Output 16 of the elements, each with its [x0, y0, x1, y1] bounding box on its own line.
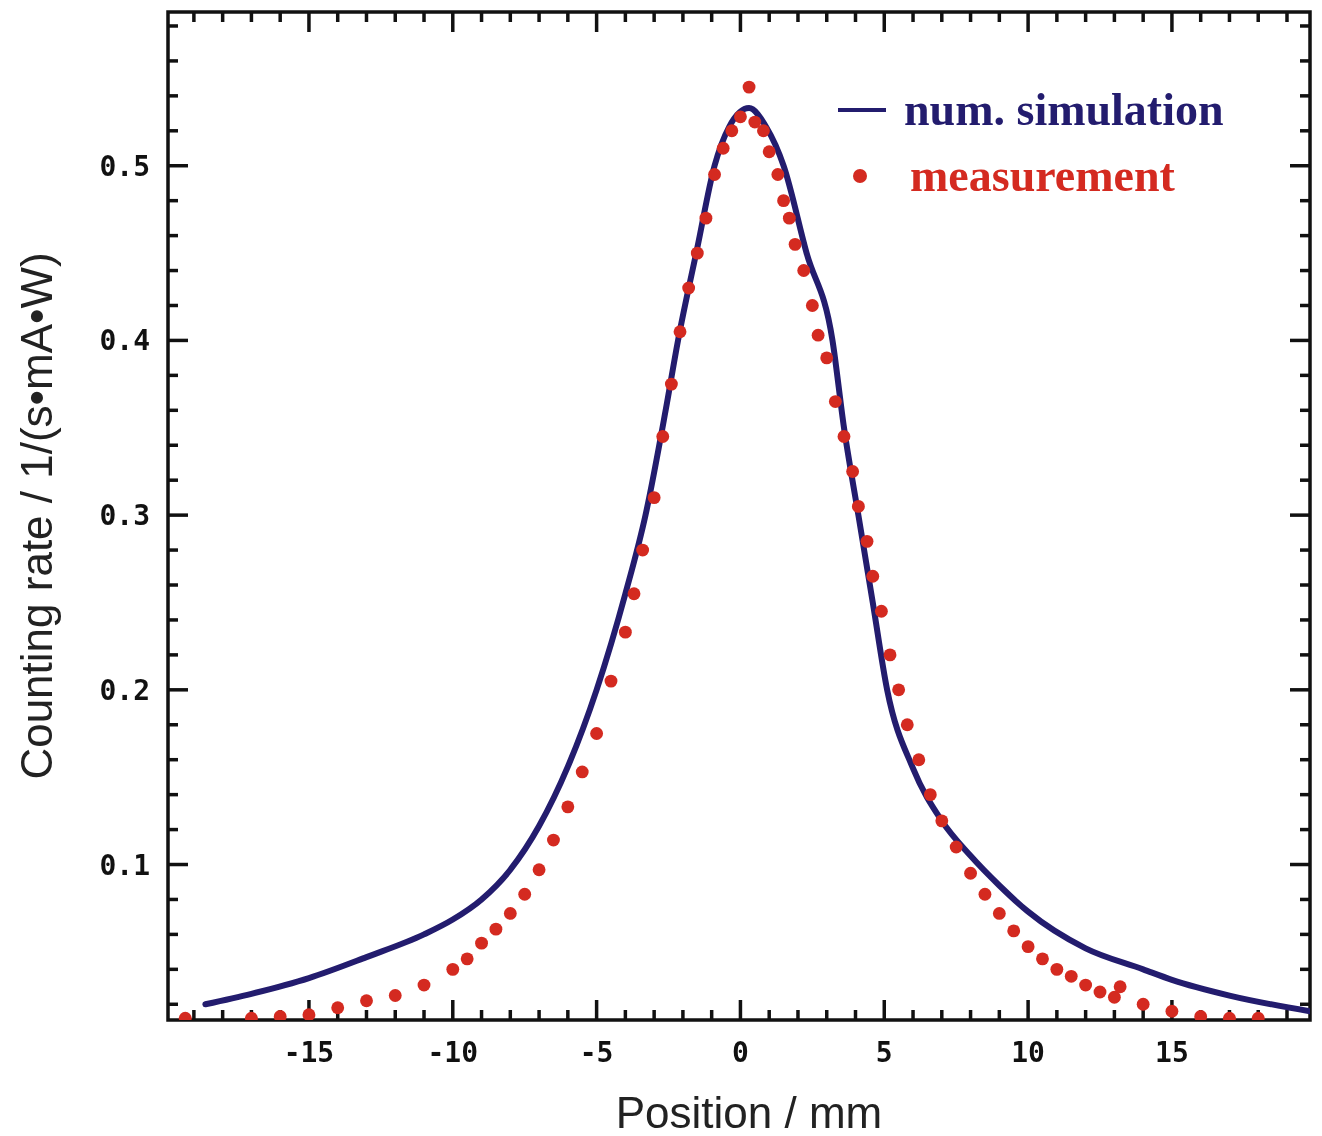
- y-tick-label: 0.2: [99, 673, 150, 707]
- y-tick-label: 0.3: [99, 499, 150, 533]
- y-tick-label: 0.4: [99, 324, 150, 358]
- x-tick-label: 15: [1155, 1036, 1189, 1069]
- x-tick-label: -10: [427, 1036, 479, 1069]
- y-tick-label: 0.1: [99, 848, 150, 882]
- x-tick-label: 10: [1011, 1036, 1045, 1069]
- x-tick-label: 5: [875, 1036, 893, 1069]
- legend-label: num. simulation: [904, 84, 1224, 135]
- x-tick-label: 0: [732, 1036, 749, 1069]
- x-tick-label: -5: [579, 1036, 614, 1069]
- x-tick-label: -15: [283, 1036, 335, 1069]
- x-axis-title: Position / mm: [615, 1088, 883, 1136]
- legend-label: measurement: [910, 150, 1176, 201]
- y-tick-label: 0.5: [99, 149, 150, 183]
- y-axis-title: Counting rate / 1/(s•mA•W): [12, 252, 61, 780]
